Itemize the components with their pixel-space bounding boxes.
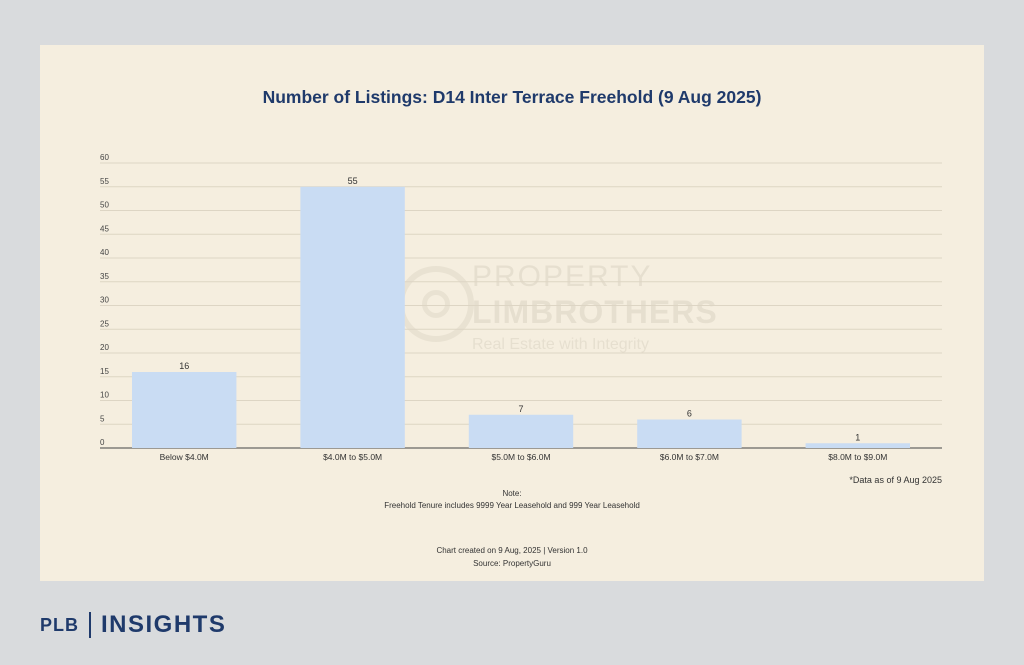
x-tick-label: $8.0M to $9.0M — [828, 452, 887, 462]
bar — [468, 414, 574, 448]
note-heading: Note: — [502, 489, 522, 498]
data-label: 7 — [518, 404, 523, 414]
y-tick-label: 35 — [100, 272, 109, 281]
plb-logo-text: PLB — [40, 614, 79, 635]
y-tick-label: 20 — [100, 343, 109, 352]
insights-logo-text: INSIGHTS — [101, 611, 227, 638]
y-tick-label: 50 — [100, 201, 109, 210]
y-tick-label: 10 — [100, 391, 109, 400]
note-text: Freehold Tenure includes 9999 Year Lease… — [384, 501, 640, 510]
chart-created-note: Chart created on 9 Aug, 2025 | Version 1… — [436, 546, 588, 555]
chart-card: Number of Listings: D14 Inter Terrace Fr… — [40, 45, 984, 581]
data-date-note: *Data as of 9 Aug 2025 — [849, 475, 942, 485]
y-tick-label: 55 — [100, 177, 109, 186]
chart-title: Number of Listings: D14 Inter Terrace Fr… — [262, 87, 762, 107]
y-tick-label: 45 — [100, 224, 109, 233]
y-tick-label: 40 — [100, 248, 109, 257]
x-tick-label: $5.0M to $6.0M — [491, 452, 550, 462]
data-label: 1 — [855, 432, 860, 442]
brand-divider — [89, 612, 91, 638]
y-tick-label: 30 — [100, 296, 109, 305]
y-tick-label: 60 — [100, 153, 109, 162]
x-tick-label: Below $4.0M — [160, 452, 209, 462]
y-tick-label: 5 — [100, 414, 105, 423]
x-tick-label: $4.0M to $5.0M — [323, 452, 382, 462]
data-label: 6 — [687, 409, 692, 419]
y-tick-label: 0 — [100, 438, 105, 447]
y-tick-label: 15 — [100, 367, 109, 376]
x-tick-label: $6.0M to $7.0M — [660, 452, 719, 462]
brand-footer: PLB INSIGHTS — [40, 610, 226, 640]
y-tick-label: 25 — [100, 319, 109, 328]
bar — [131, 372, 237, 448]
data-label: 16 — [179, 361, 189, 371]
data-label: 55 — [348, 176, 358, 186]
bar — [637, 419, 742, 448]
bar — [300, 186, 405, 448]
bar — [805, 443, 911, 448]
source-note: Source: PropertyGuru — [473, 559, 551, 568]
